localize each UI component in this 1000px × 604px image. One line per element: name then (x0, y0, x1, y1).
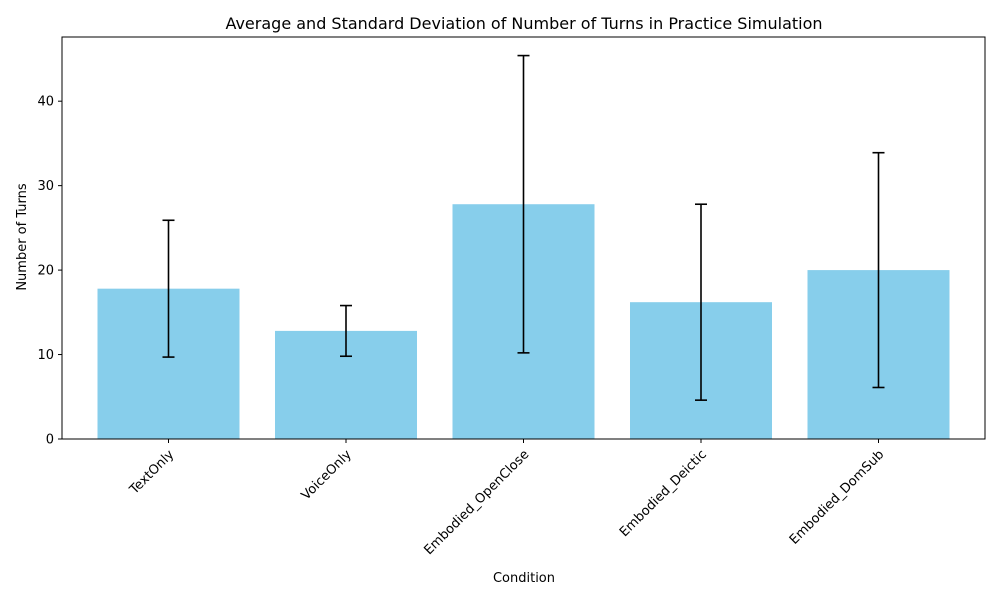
x-tick-label: Embodied_Deictic (617, 447, 710, 540)
y-tick-label: 10 (37, 348, 54, 363)
y-axis-label: Number of Turns (15, 183, 30, 291)
error-bar-textonly (162, 219, 175, 358)
error-bar-embodied-openclose (517, 54, 530, 354)
chart-title: Average and Standard Deviation of Number… (225, 14, 822, 33)
x-tick-label: Embodied_OpenClose (421, 447, 532, 558)
error-bars-layer (162, 54, 885, 401)
y-tick-label: 30 (37, 179, 54, 194)
error-bar-voiceonly (340, 304, 352, 358)
x-axis-label: Condition (493, 571, 555, 586)
y-tick-label: 20 (37, 264, 54, 279)
error-bar-embodied-deictic (695, 203, 707, 401)
y-tick-label: 40 (37, 95, 54, 110)
error-bar-embodied-domsub (872, 151, 885, 389)
y-tick-label: 0 (46, 433, 54, 448)
x-tick-label: TextOnly (126, 447, 177, 498)
x-tick-label: Embodied_DomSub (787, 447, 887, 547)
x-tick-label: VoiceOnly (299, 447, 355, 503)
